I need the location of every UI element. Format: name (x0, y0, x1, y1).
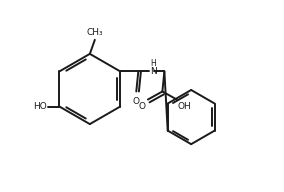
Text: CH₃: CH₃ (87, 28, 103, 37)
Text: O: O (133, 97, 140, 105)
Text: OH: OH (178, 102, 192, 111)
Text: HO: HO (33, 102, 47, 111)
Text: N: N (150, 66, 157, 75)
Text: O: O (139, 102, 146, 111)
Text: H: H (150, 59, 156, 68)
